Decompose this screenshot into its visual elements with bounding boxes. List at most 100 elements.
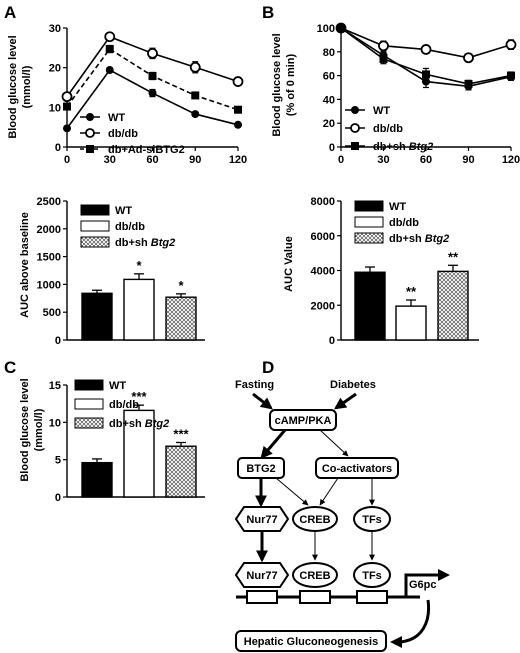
legend-c-bar-wt: WT (109, 380, 126, 392)
legend-marker-open-circle (85, 128, 95, 138)
chart-b-top: 0 20 40 60 80 100 0 30 60 90 120 (317, 22, 520, 166)
legend-b-bar-sh-prefix: db+sh (389, 233, 425, 245)
legend-b-swatch-hatched (354, 232, 384, 244)
arrow-g6pc-output-head (390, 636, 402, 648)
panel-label-a: A (4, 3, 16, 22)
tss-arrowhead (438, 569, 450, 581)
legend-c-sh-gene: Btg2 (145, 418, 169, 430)
a-top-point-open-circle (232, 76, 244, 87)
dna-site-creb (299, 590, 331, 604)
b-top-point-filled-square (464, 79, 473, 88)
a-top-point-open-circle (147, 47, 158, 59)
legend-c-sh-prefix: db+sh (109, 418, 145, 430)
legend-c-bar-dbdb: db/db (109, 399, 139, 411)
legend-swatch-white (80, 220, 110, 232)
a-top-point-filled-circle (105, 66, 114, 75)
a-top-point-filled-circle (148, 89, 157, 98)
node-creb-top-label: CREB (299, 514, 330, 526)
panel-label-d: D (262, 358, 274, 377)
legend-b-sh-prefix: db+sh (373, 141, 409, 153)
dna-site-nur77 (246, 590, 278, 604)
node-creb-bottom (292, 562, 338, 588)
legend-c-swatch-black (74, 379, 104, 391)
b-top-point-open-circle (463, 52, 474, 64)
b-top-point-filled-circle (422, 77, 430, 86)
legend-b-label-sh: db+sh Btg2 (373, 141, 433, 153)
a-bottom-ytick-label: 2000 (37, 224, 61, 236)
b-top-ytick-label: 100 (317, 23, 335, 35)
panel-label-c: C (4, 358, 16, 377)
b-top-point-filled-square (422, 70, 430, 79)
b-top-ylabel-line1: Blood glucose level (271, 33, 283, 136)
b-bottom-ytick-label: 6000 (311, 231, 335, 243)
b-top-xtick-label: 30 (377, 154, 389, 166)
arrow-camp-coactivators (319, 429, 349, 457)
legend-c: WT db/db db+sh Btg2 (74, 379, 169, 430)
a-top-xtick-label: 90 (189, 154, 201, 166)
b-bottom-bar-1 (395, 305, 427, 341)
b-bottom-ytick-label: 8000 (311, 196, 335, 208)
legend-b-label-wt: WT (373, 105, 390, 117)
legend-c-swatch-hatched (74, 417, 104, 429)
b-top-ylabel-line2: (% of 0 min) (285, 54, 297, 117)
b-top-point-filled-square (507, 71, 515, 80)
a-top-xtick-label: 60 (146, 154, 158, 166)
node-tfs-bottom (353, 562, 391, 588)
a-bottom-ytick-label: 1000 (37, 279, 61, 291)
c-ytick-label: 0 (55, 492, 61, 504)
node-tfs-bottom-label: TFs (362, 570, 382, 582)
a-bottom-bar-2 (165, 296, 197, 341)
b-top-xtick-label: 0 (338, 154, 344, 166)
c-ylabel-line1: Blood glucose level (19, 378, 31, 481)
b-top-ytick-label: 60 (323, 71, 335, 83)
c-bar-2 (165, 445, 197, 498)
legend-a-bottom: WT db/db db+sh Btg2 (80, 204, 175, 249)
diagram-d: Fasting Diabetes cAMP/PKA BTG2 Co-activa… (234, 379, 450, 652)
b-top-point-filled-square (337, 24, 345, 32)
a-bottom-ytick-label: 1500 (37, 252, 61, 264)
node-hepatic (235, 630, 387, 652)
legend-marker-filled-square (86, 145, 94, 153)
b-top-xtick-label: 90 (462, 154, 474, 166)
b-bottom-ytick-label: 0 (329, 335, 335, 347)
legend-b-bar-sh: db+sh Btg2 (389, 233, 449, 245)
a-top-ytick-label: 10 (49, 102, 61, 114)
legend-b-sh-gene: Btg2 (409, 141, 433, 153)
arrow-coact-creb (319, 477, 339, 506)
b-top-ytick-label: 0 (329, 142, 335, 154)
b-top-xtick-label: 120 (502, 154, 520, 166)
b-top-point-open-circle (505, 39, 517, 51)
legend-c-bar-sh: db+sh Btg2 (109, 418, 169, 430)
legend-label-wt: WT (108, 112, 125, 124)
a-top-point-filled-circle (191, 110, 200, 119)
legend-c-swatch-white (74, 398, 104, 410)
a-bottom-bar-1 (123, 278, 155, 341)
legend-sh-gene: Btg2 (151, 237, 175, 249)
b-bottom-significance-2: ** (448, 249, 459, 264)
node-camp-pka-label: cAMP/PKA (275, 415, 332, 427)
b-top-point-open-circle (420, 44, 432, 55)
node-nur77-top-label: Nur77 (246, 514, 277, 526)
c-ylabel-line2: (mmol/l) (33, 408, 45, 451)
legend-swatch-hatched (80, 236, 110, 248)
b-bottom-ytick-label: 4000 (311, 266, 335, 278)
a-top-xtick-label: 30 (104, 154, 116, 166)
legend-b-bottom: WT db/db db+sh Btg2 (354, 200, 449, 245)
b-top-point-filled-square (379, 54, 388, 63)
b-top-ytick-label: 20 (323, 118, 335, 130)
legend-bar-wt: WT (115, 205, 132, 217)
a-top-point-open-circle (189, 61, 201, 73)
chart-b-bottom: 0 2000 4000 6000 8000 ** ** (311, 196, 479, 347)
legend-label-dbdb: db/db (108, 128, 138, 140)
chart-c: 0 5 10 15 *** *** (49, 380, 205, 504)
b-top-xtick-label: 60 (420, 154, 432, 166)
b-bottom-bar-0 (354, 271, 386, 341)
dna-site-tfs (356, 590, 388, 604)
c-bar-1 (123, 409, 155, 498)
legend-b-marker-open-circle (350, 123, 360, 133)
node-coactivators-label: Co-activators (322, 463, 392, 475)
legend-swatch-black (80, 204, 110, 216)
gene-g6pc: G6pc (409, 579, 437, 591)
c-ytick-label: 10 (49, 417, 61, 429)
a-top-point-filled-square (148, 71, 157, 80)
